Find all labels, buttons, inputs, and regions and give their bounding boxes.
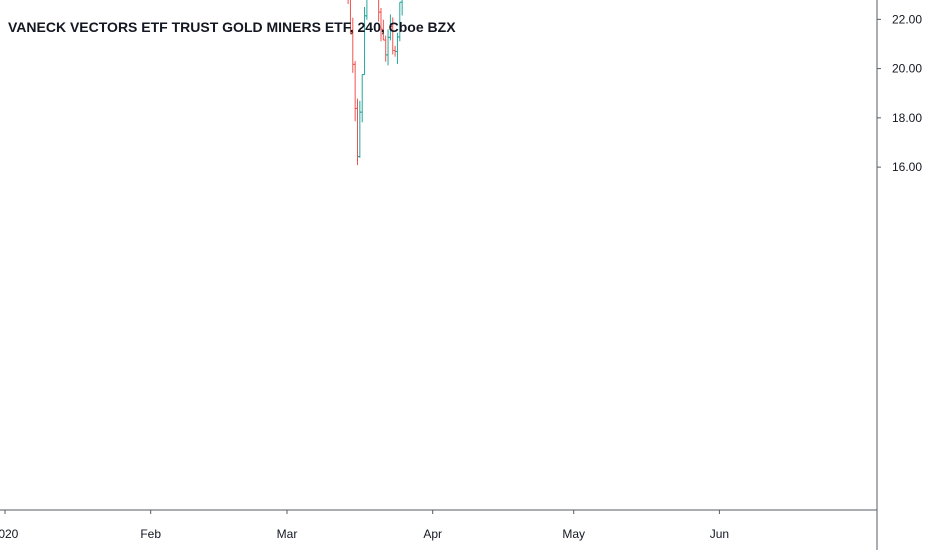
time-tick-label: 2020 bbox=[0, 527, 19, 541]
price-tick-label: 18.00 bbox=[892, 111, 922, 125]
ohlc-bar bbox=[400, 0, 403, 16]
time-tick-label: Mar bbox=[277, 527, 298, 541]
price-tick-label: 16.00 bbox=[892, 160, 922, 174]
bar-layer bbox=[347, 0, 403, 166]
time-tick-label: Apr bbox=[423, 527, 442, 541]
price-tick-label: 22.00 bbox=[892, 12, 922, 26]
ohlc-bar bbox=[364, 0, 368, 20]
chart-title: VANECK VECTORS ETF TRUST GOLD MINERS ETF… bbox=[8, 19, 456, 35]
time-tick-label: Feb bbox=[140, 527, 161, 541]
time-tick-label: May bbox=[562, 527, 585, 541]
time-tick-label: Jun bbox=[710, 527, 729, 541]
price-tick-label: 20.00 bbox=[892, 62, 922, 76]
